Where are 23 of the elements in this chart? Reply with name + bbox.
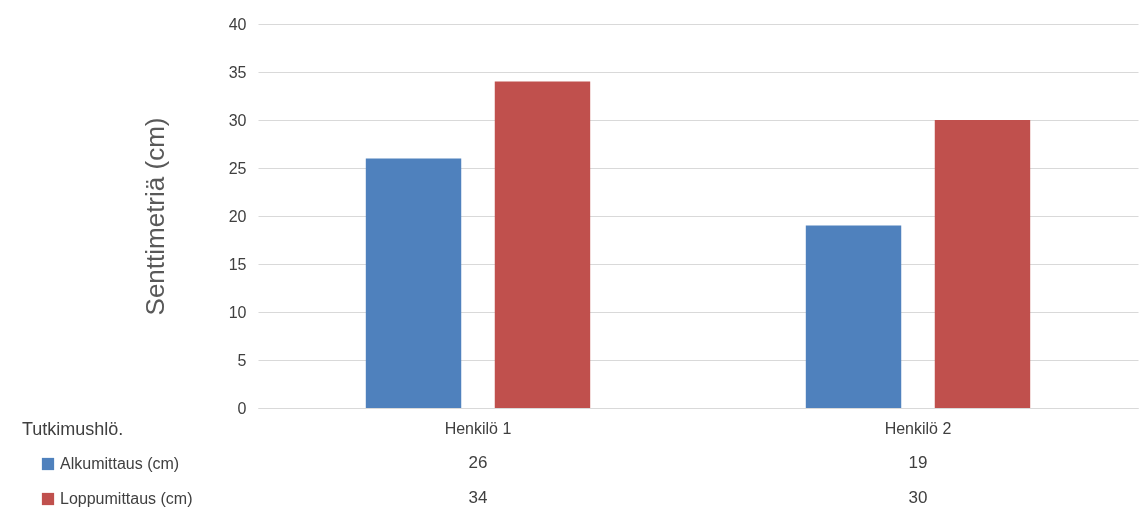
bar xyxy=(365,158,462,408)
data-label: 30 xyxy=(908,488,928,507)
bar xyxy=(934,120,1031,408)
y-tick-label: 15 xyxy=(228,255,247,273)
y-tick-label: 5 xyxy=(237,351,247,369)
y-tick-label: 40 xyxy=(228,15,247,33)
bar xyxy=(805,225,902,408)
y-tick-label: 20 xyxy=(228,207,247,225)
legend-label: Alkumittaus (cm) xyxy=(60,455,180,472)
y-tick-label: 25 xyxy=(228,159,247,177)
text: Tutkimushlö. xyxy=(22,419,124,439)
bar xyxy=(494,81,591,408)
y-tick-label: 30 xyxy=(228,111,247,129)
y-tick-label: 35 xyxy=(228,63,247,81)
y-tick-label: 0 xyxy=(237,399,247,417)
x-tick-label: Henkilö 1 xyxy=(444,419,512,437)
y-tick-label: 10 xyxy=(228,303,247,321)
y-axis-title: Senttimetriä (cm) xyxy=(139,117,170,316)
data-label: 26 xyxy=(468,453,488,472)
data-label: 34 xyxy=(468,488,488,507)
x-tick-label: Henkilö 2 xyxy=(884,419,952,437)
data-label: 19 xyxy=(908,453,928,472)
legend-label: Loppumittaus (cm) xyxy=(60,490,193,507)
